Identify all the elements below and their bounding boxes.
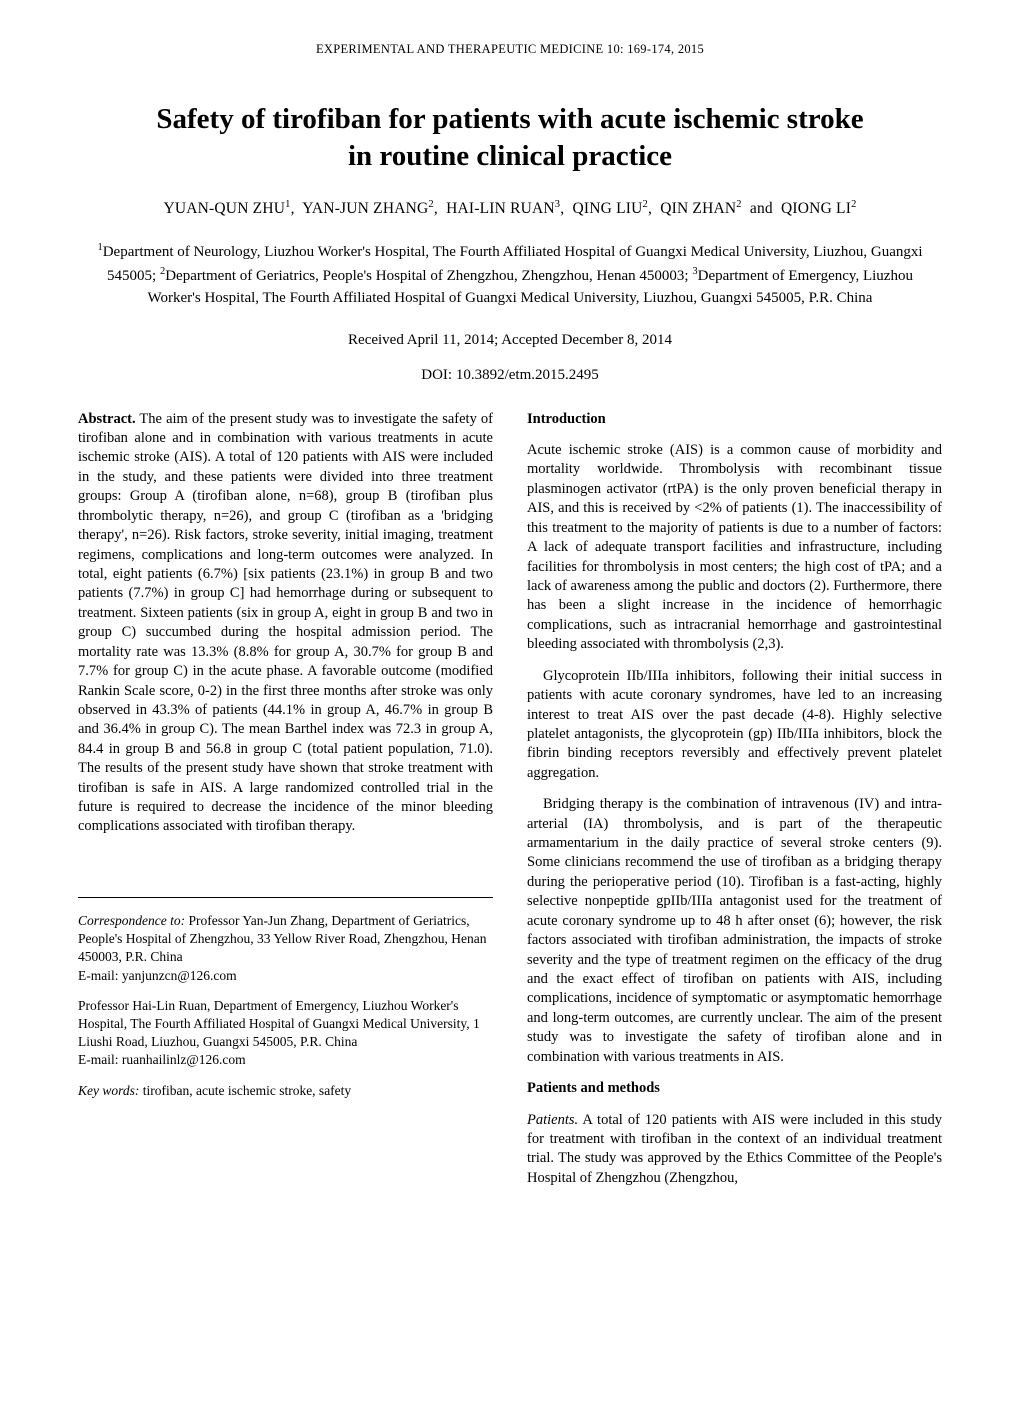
right-column: Introduction Acute ischemic stroke (AIS)… [527, 410, 942, 1201]
doi: DOI: 10.3892/etm.2015.2495 [78, 367, 942, 384]
intro-paragraph-3: Bridging therapy is the combination of i… [527, 795, 942, 1067]
patients-methods-heading: Patients and methods [527, 1079, 942, 1098]
keywords-block: Key words: tirofiban, acute ischemic str… [78, 1082, 493, 1100]
correspondence-2-email: E-mail: ruanhailinlz@126.com [78, 1052, 246, 1067]
intro-paragraph-2: Glycoprotein IIb/IIIa inhibitors, follow… [527, 667, 942, 784]
patients-subhead: Patients. [527, 1112, 578, 1128]
correspondence-2-body: Professor Hai-Lin Ruan, Department of Em… [78, 998, 480, 1049]
correspondence-section: Correspondence to: Professor Yan-Jun Zha… [78, 912, 493, 1100]
keywords-label: Key words: [78, 1083, 139, 1098]
title-line-2: in routine clinical practice [348, 140, 672, 172]
introduction-heading: Introduction [527, 410, 942, 429]
author-list: YUAN-QUN ZHU1, YAN-JUN ZHANG2, HAI-LIN R… [78, 199, 942, 218]
two-column-body: Abstract. The aim of the present study w… [78, 410, 942, 1201]
correspondence-block-2: Professor Hai-Lin Ruan, Department of Em… [78, 997, 493, 1070]
received-accepted-dates: Received April 11, 2014; Accepted Decemb… [78, 332, 942, 349]
methods-text-1: A total of 120 patients with AIS were in… [527, 1112, 942, 1186]
keywords-text: tirofiban, acute ischemic stroke, safety [139, 1083, 351, 1098]
article-title: Safety of tirofiban for patients with ac… [108, 101, 912, 175]
correspondence-divider [78, 897, 493, 898]
title-line-1: Safety of tirofiban for patients with ac… [156, 103, 863, 135]
correspondence-block-1: Correspondence to: Professor Yan-Jun Zha… [78, 912, 493, 985]
abstract-paragraph: Abstract. The aim of the present study w… [78, 410, 493, 837]
correspondence-label: Correspondence to: [78, 913, 185, 928]
running-head: EXPERIMENTAL AND THERAPEUTIC MEDICINE 10… [78, 42, 942, 57]
methods-paragraph-1: Patients. A total of 120 patients with A… [527, 1111, 942, 1189]
correspondence-1-email: E-mail: yanjunzcn@126.com [78, 968, 237, 983]
left-column: Abstract. The aim of the present study w… [78, 410, 493, 1201]
abstract-text: The aim of the present study was to inve… [78, 411, 493, 835]
abstract-label: Abstract. [78, 411, 136, 427]
affiliations: 1Department of Neurology, Liuzhou Worker… [86, 240, 934, 309]
intro-paragraph-1: Acute ischemic stroke (AIS) is a common … [527, 441, 942, 655]
